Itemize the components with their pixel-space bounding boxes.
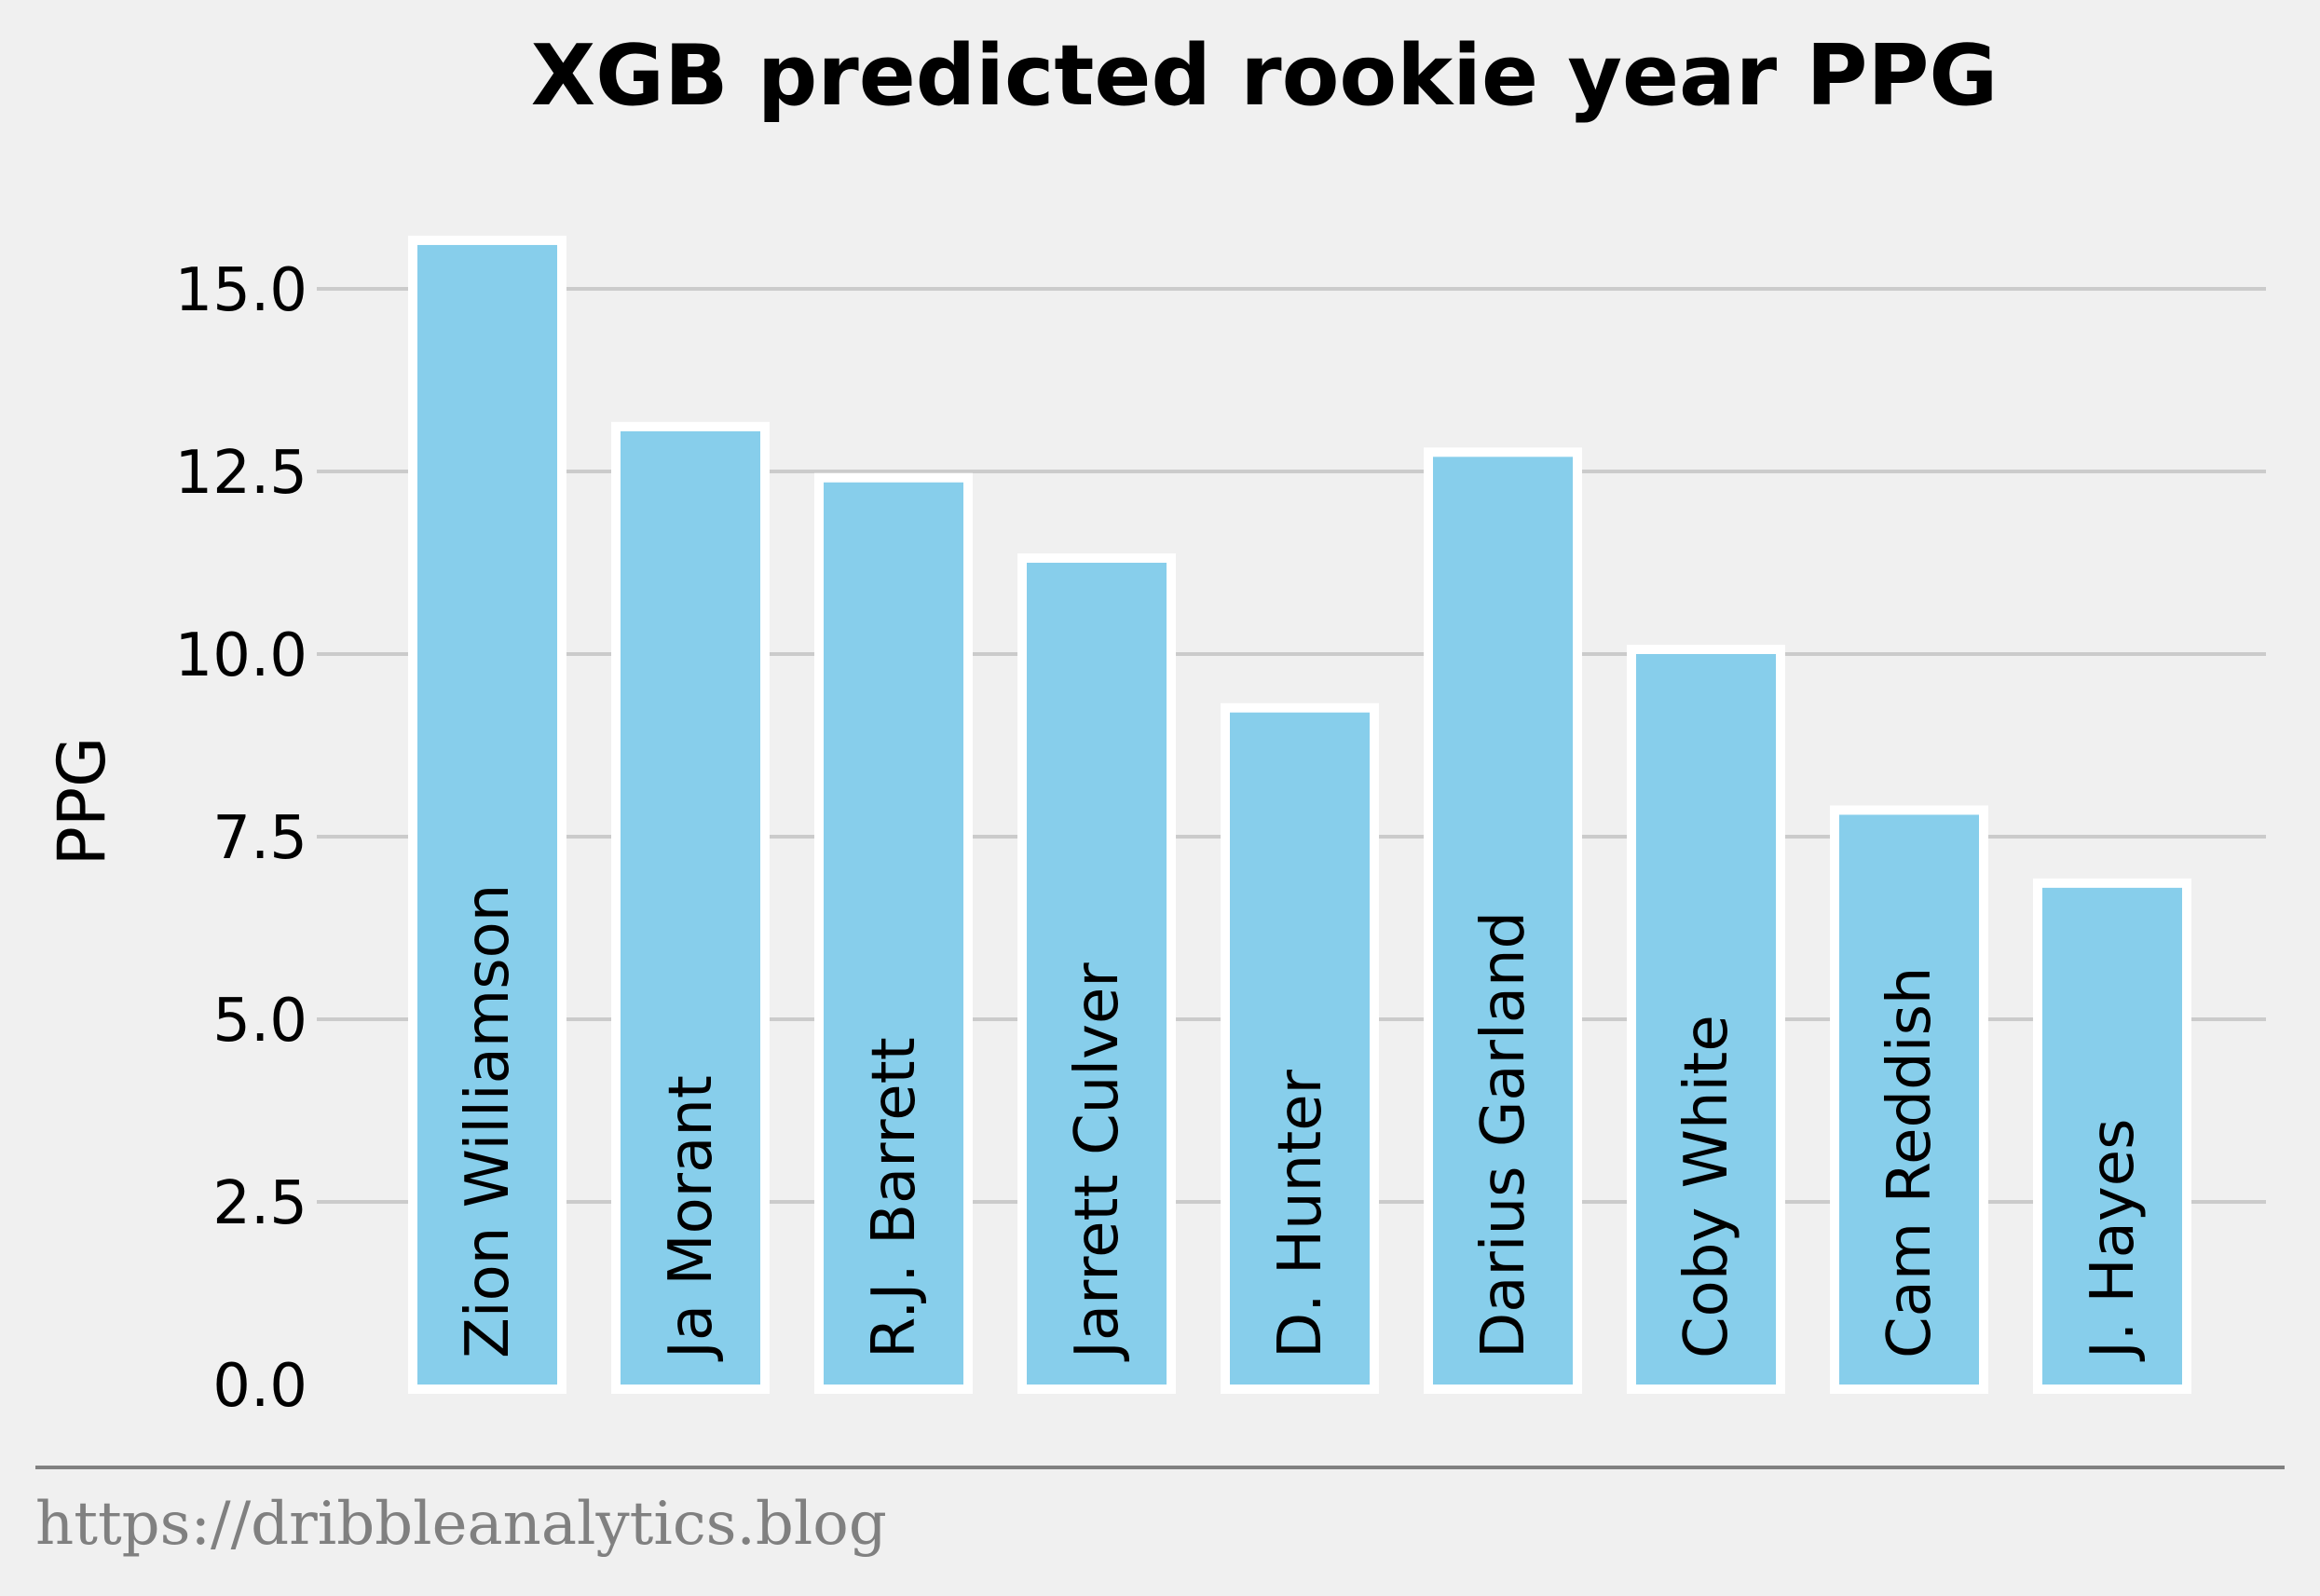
bar [1017, 553, 1176, 1394]
bar [1627, 645, 1785, 1394]
bar-label: Jarrett Culver [1063, 962, 1132, 1362]
bar [1424, 447, 1582, 1394]
y-tick-label: 15.0 [175, 256, 308, 325]
bars [408, 235, 2191, 1395]
chart-title: XGB predicted rookie year PPG [531, 27, 1999, 125]
y-tick-label: 0.0 [212, 1352, 307, 1421]
bar-label: J. Hayes [2079, 1119, 2148, 1363]
y-tick-label: 7.5 [212, 804, 307, 873]
bar-label: R.J. Barrett [860, 1037, 929, 1358]
bar-label: Cam Reddish [1876, 967, 1945, 1359]
y-tick-label: 12.5 [175, 439, 308, 508]
bar [2033, 878, 2191, 1394]
y-tick-label: 5.0 [212, 987, 307, 1056]
bar [408, 235, 566, 1395]
bar [611, 421, 770, 1394]
bar [1221, 703, 1379, 1394]
y-tick-label: 10.0 [175, 621, 308, 690]
bar [1830, 805, 1988, 1394]
source-credit: https://dribbleanalytics.blog [35, 1490, 887, 1559]
y-axis-label: PPG [44, 737, 120, 866]
bar-label: Darius Garland [1469, 911, 1538, 1358]
bar-label: Ja Morant [657, 1075, 726, 1362]
bar-label: Coby White [1672, 1015, 1741, 1358]
bar-labels: Zion Williamson Ja Morant R.J. Barrett Jarr… [454, 884, 2148, 1362]
bar [814, 472, 973, 1394]
bar-label: Zion Williamson [454, 884, 523, 1358]
y-tick-label: 2.5 [212, 1169, 307, 1238]
y-axis-ticks: 0.0 2.5 5.0 7.5 10.0 12.5 15.0 [175, 256, 308, 1421]
bar-label: D. Hunter [1266, 1069, 1335, 1358]
